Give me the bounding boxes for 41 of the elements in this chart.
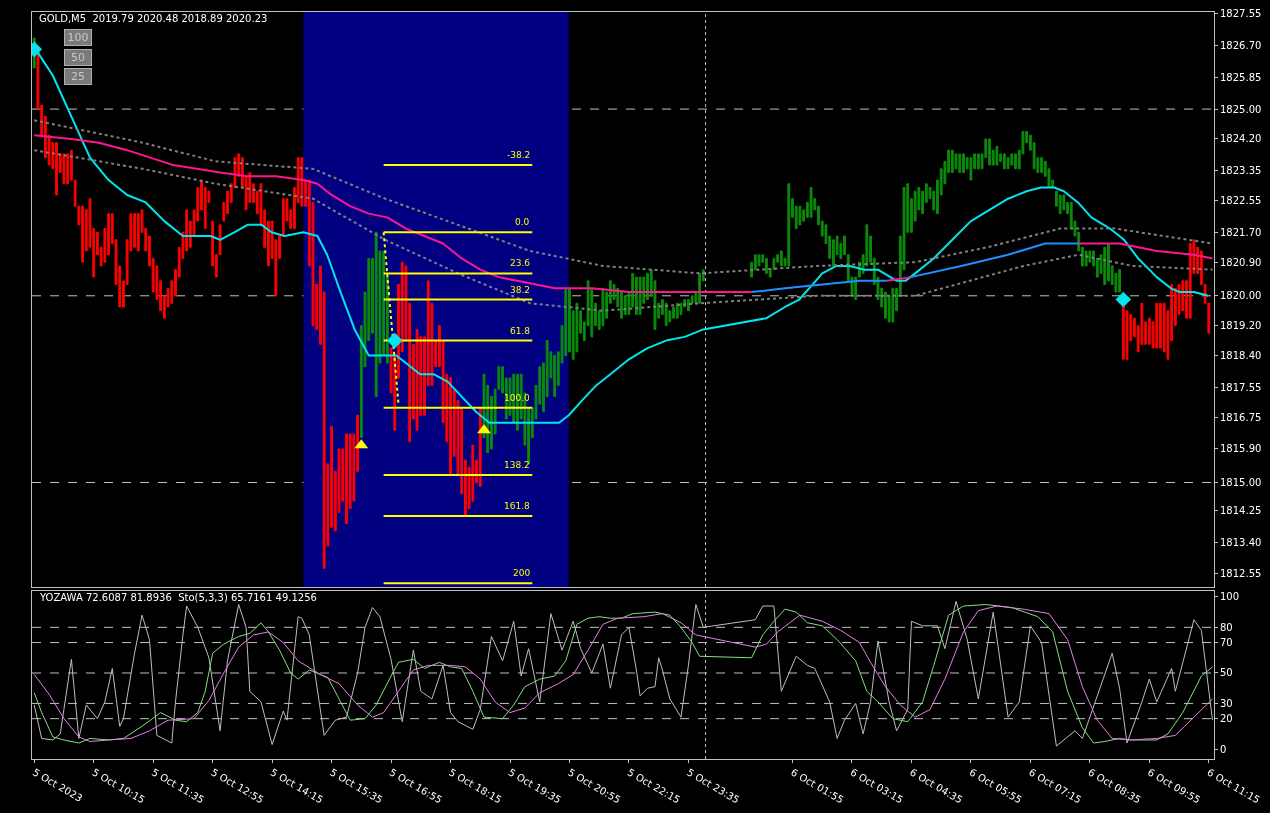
y-tick-label: 1826.70 [1220,40,1262,52]
y-tick-label: 1824.20 [1220,133,1262,145]
series-label: 138.2 [504,460,530,470]
series-label: 23.6 [510,258,531,268]
y-tick-label: 1813.40 [1220,536,1262,548]
y-tick-label: 1812.55 [1220,568,1262,580]
y-tick-label: 30 [1220,697,1233,709]
y-tick-label: 1823.35 [1220,165,1262,177]
series-label: 0.0 [515,217,530,227]
series-label: 200 [513,568,531,578]
series-label: 161.8 [504,501,531,511]
series-label: 61.8 [510,326,531,336]
y-tick-label: 1820.00 [1220,290,1262,302]
y-tick-label: 1825.00 [1220,103,1262,115]
y-tick-label: 50 [1220,667,1233,679]
chart-title: GOLD,M5 2019.79 2020.48 2018.89 2020.23 [39,13,268,24]
y-tick-label: 80 [1220,621,1233,633]
y-tick-label: 1819.20 [1220,320,1262,332]
y-tick-label: 1814.25 [1220,505,1262,516]
y-tick-label: 1827.55 [1220,8,1262,20]
y-tick-label: 1815.00 [1220,476,1262,488]
series-label: -38.2 [507,150,531,160]
chart-title: YOZAWA 72.6087 81.8936 Sto(5,3,3) 65.7161 49.1256 [39,592,317,603]
y-tick-label: 20 [1220,713,1233,725]
series-label: 100.0 [504,393,531,403]
y-tick-label: 0 [1220,743,1227,755]
annotation: 50 [71,51,85,64]
annotation: 100 [67,31,89,44]
series-label: 38.2 [510,285,531,295]
y-tick-label: 1822.55 [1220,195,1262,207]
y-tick-label: 1818.40 [1220,350,1262,362]
y-tick-label: 70 [1220,637,1233,649]
annotation: 25 [71,70,85,83]
y-tick-label: 1820.90 [1220,256,1262,268]
y-tick-label: 100 [1220,591,1240,603]
y-tick-label: 1816.75 [1220,411,1262,423]
y-tick-label: 1821.70 [1220,226,1262,238]
y-tick-label: 1815.90 [1220,443,1262,455]
x-tick-label: 5 Oct 2023 [30,766,85,804]
y-tick-label: 1825.85 [1220,71,1262,83]
y-tick-label: 1817.55 [1220,381,1262,393]
